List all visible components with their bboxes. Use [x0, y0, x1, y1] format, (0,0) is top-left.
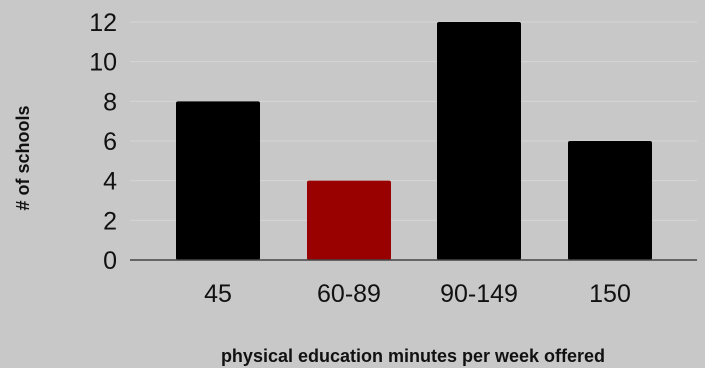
- y-tick-label: 0: [103, 247, 117, 275]
- x-category-label: 60-89: [317, 280, 381, 308]
- bar-45: [176, 101, 260, 260]
- x-category-labels: 45 60-89 90-149 150: [204, 280, 631, 308]
- y-tick-labels: 0 2 4 6 8 10 12: [89, 9, 117, 275]
- y-tick-label: 12: [89, 9, 117, 37]
- y-tick-label: 6: [103, 128, 117, 156]
- x-axis-title: physical education minutes per week offe…: [221, 346, 605, 366]
- x-category-label: 150: [589, 280, 631, 308]
- x-category-label: 45: [204, 280, 232, 308]
- y-tick-label: 2: [103, 207, 117, 235]
- bar-60-89: [307, 180, 391, 260]
- bar-150: [568, 141, 652, 260]
- y-tick-label: 10: [89, 49, 117, 77]
- y-tick-label: 4: [103, 168, 117, 196]
- y-tick-label: 8: [103, 88, 117, 116]
- y-axis-title: # of schools: [13, 105, 33, 210]
- bars: [176, 22, 652, 260]
- bar-90-149: [437, 22, 521, 260]
- x-category-label: 90-149: [440, 280, 518, 308]
